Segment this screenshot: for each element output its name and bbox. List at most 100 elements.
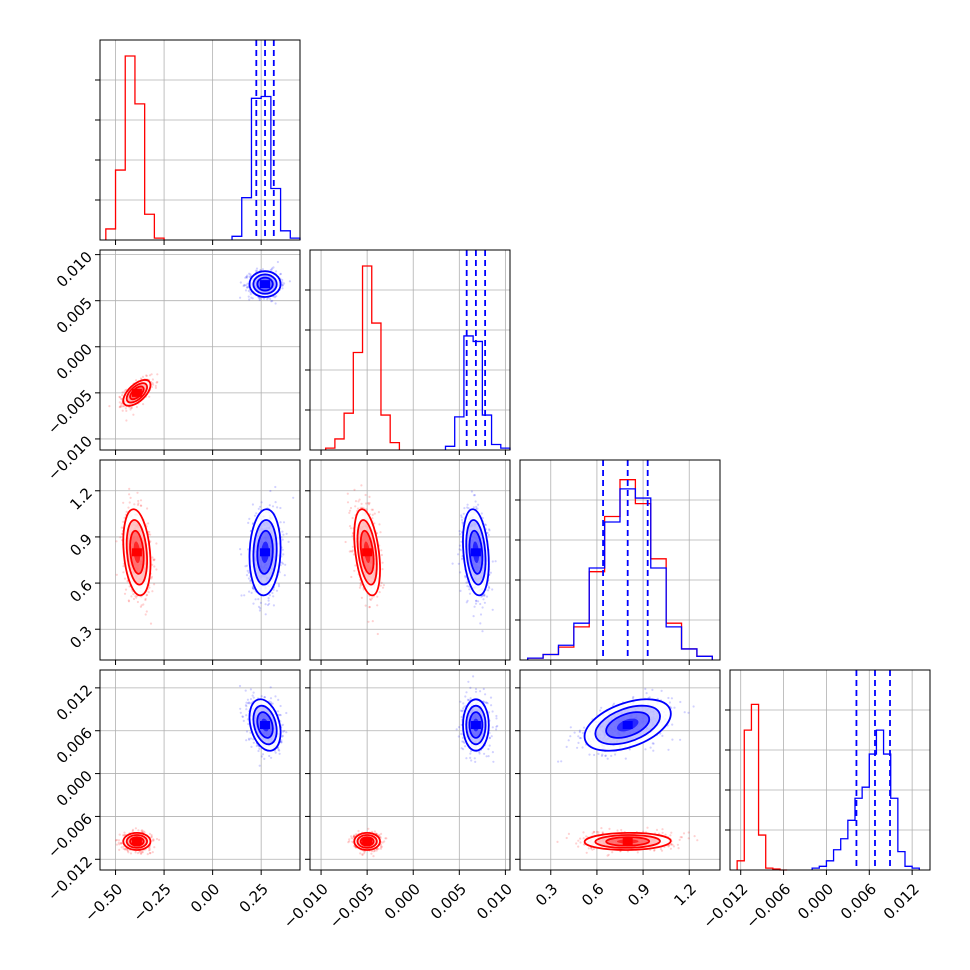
blue-contour	[256, 711, 274, 739]
red-contour	[594, 834, 661, 849]
x-tick-label: 0.012	[880, 880, 923, 923]
scatter-panel-3-2	[305, 459, 511, 665]
histogram-panel-2	[305, 249, 511, 455]
red-contour	[125, 834, 148, 849]
panel-content	[115, 485, 295, 625]
y-tick-label: 0.010	[53, 248, 96, 291]
red-contour	[356, 519, 378, 586]
panel-content	[556, 687, 699, 857]
panel-frame	[99, 459, 301, 661]
blue-contour	[252, 273, 278, 295]
blue-density-peak	[260, 721, 270, 729]
scatter-panel-2-1	[95, 249, 301, 455]
blue-contour	[248, 508, 282, 597]
blue-density-peak	[622, 721, 633, 729]
x-tick-label: 0.010	[473, 880, 516, 923]
red-contour	[356, 834, 378, 849]
blue-density-peak	[470, 548, 481, 557]
y-tick-label: −0.010	[44, 432, 96, 484]
y-tick-label: 1.2	[66, 484, 96, 514]
x-tick-label: 0.00	[187, 880, 223, 916]
blue-contour	[583, 698, 672, 752]
blue-contour	[248, 698, 282, 752]
blue-contour	[256, 276, 274, 292]
blue-density-peak	[260, 280, 270, 289]
red-density-peak	[362, 548, 373, 557]
blue-density-peak	[470, 721, 481, 729]
red-contour	[129, 385, 145, 401]
blue-contour	[468, 529, 484, 575]
red-contour	[129, 529, 145, 575]
red-density-peak	[362, 837, 373, 846]
red-contour	[122, 379, 152, 407]
blue-contour	[248, 270, 282, 298]
y-tick-label: 0.006	[53, 724, 96, 767]
blue-contour	[462, 508, 490, 597]
panel-content	[344, 484, 497, 636]
x-tick-label: −0.006	[742, 880, 794, 932]
x-tick-label: −0.50	[81, 880, 126, 925]
y-tick-label: 0.005	[53, 294, 96, 337]
panel-frame	[519, 459, 721, 661]
histogram-panel-4	[725, 669, 931, 875]
y-tick-label: 0.012	[53, 681, 96, 724]
red-contour	[583, 831, 672, 851]
y-tick-label: −0.012	[44, 853, 96, 905]
y-tick-label: −0.006	[44, 810, 96, 862]
panel-frame	[309, 249, 511, 451]
x-tick-label: 0.3	[532, 880, 562, 910]
blue-contour	[465, 519, 487, 586]
y-tick-label: 0.000	[53, 767, 96, 810]
y-tick-label: 0.6	[66, 576, 96, 606]
red-contour	[122, 508, 152, 597]
x-tick-label: −0.010	[280, 880, 332, 932]
red-histogram	[325, 265, 401, 450]
panel-frame	[309, 459, 511, 661]
red-density-peak	[131, 548, 142, 557]
red-density-peak	[131, 388, 142, 397]
histogram-panel-1	[95, 39, 301, 245]
y-tick-label: 0.3	[66, 623, 96, 653]
blue-contour	[605, 711, 651, 739]
red-contour	[353, 831, 381, 851]
red-contour	[359, 836, 375, 847]
red-contour	[605, 836, 651, 847]
x-tick-label: 0.005	[427, 880, 470, 923]
red-histogram	[736, 703, 788, 871]
blue-density-peak	[260, 548, 270, 557]
y-tick-label: 0.9	[66, 530, 96, 560]
x-tick-label: 0.6	[578, 880, 608, 910]
red-contour	[129, 836, 145, 847]
histogram-panel-3	[515, 459, 721, 665]
blue-histogram	[231, 95, 301, 240]
x-tick-label: −0.25	[130, 880, 175, 925]
red-histogram	[105, 55, 165, 240]
x-tick-label: 0.000	[794, 880, 837, 923]
x-tick-label: −0.012	[699, 880, 751, 932]
blue-contour	[594, 704, 661, 746]
x-tick-label: 0.006	[837, 880, 880, 923]
blue-contour	[465, 704, 487, 746]
red-contour	[353, 508, 381, 597]
blue-contour	[468, 711, 484, 739]
blue-contour	[256, 529, 274, 575]
x-tick-label: 0.25	[236, 880, 272, 916]
x-tick-label: 1.2	[670, 880, 700, 910]
scatter-panel-4-2	[305, 669, 511, 875]
panel-content	[347, 675, 499, 858]
panel-frame	[309, 669, 511, 871]
y-tick-label: −0.005	[44, 386, 96, 438]
blue-contour	[252, 519, 278, 586]
scatter-panel-4-1	[95, 669, 301, 875]
blue-histogram	[527, 488, 713, 660]
x-tick-label: 0.9	[624, 880, 654, 910]
blue-histogram	[444, 335, 511, 450]
x-tick-label: −0.005	[326, 880, 378, 932]
panel-frame	[99, 669, 301, 871]
red-contour	[125, 519, 148, 586]
panel-frame	[519, 669, 721, 871]
scatter-panel-4-3	[515, 669, 721, 875]
red-contour	[122, 831, 152, 851]
blue-histogram	[811, 729, 920, 870]
